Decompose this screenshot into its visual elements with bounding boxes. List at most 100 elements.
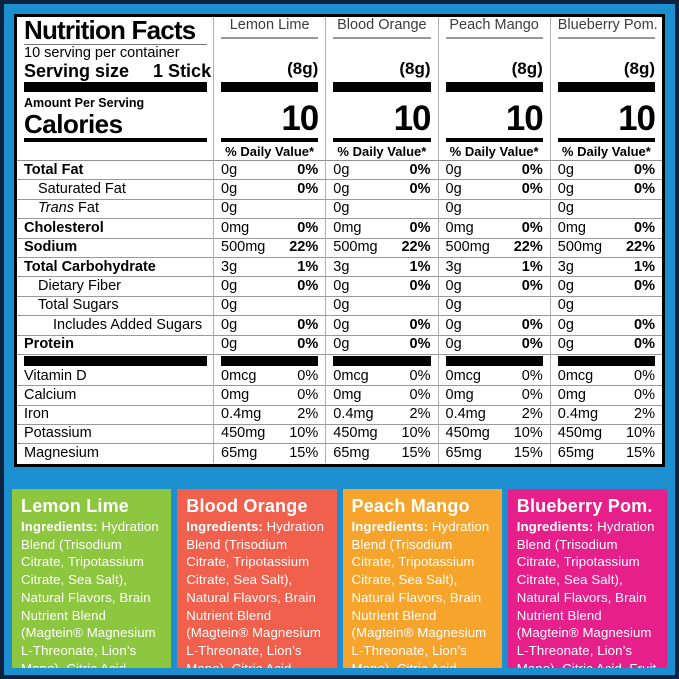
nutrient-row-values: 0mg 0%: [549, 219, 662, 239]
nutrient-row-values: 0mcg 0%: [549, 366, 662, 387]
nutrient-row-values: 500mg 22%: [437, 238, 550, 258]
nutrient-row-values: 0mcg 0%: [213, 366, 326, 387]
daily-value: 0%: [521, 316, 543, 333]
ingredient-box: Peach Mango Ingredients: Hydration Blend …: [342, 489, 502, 668]
amount-value: 0mg: [557, 386, 586, 403]
daily-value-header: % Daily Value*: [549, 143, 662, 161]
nutrient-row-values: 3g 1%: [437, 257, 550, 278]
nutrient-row-values: 3g 1%: [549, 257, 662, 278]
nutrient-label: Saturated Fat: [38, 181, 126, 198]
nutrient-row-label: Dietary Fiber: [17, 277, 213, 297]
nutrient-label: Includes Added Sugars: [53, 316, 203, 333]
nutrient-row-label: Vitamin D: [17, 367, 213, 387]
nutrient-row-values: 0g 0%: [325, 335, 438, 355]
thick-divider-bar: [213, 354, 325, 367]
nutrient-label: Total Sugars: [38, 297, 119, 314]
panel-title: Nutrition Facts: [24, 17, 207, 45]
daily-value: 0%: [634, 386, 655, 403]
divider-bar: [445, 355, 543, 366]
amount-value: 0g: [333, 316, 350, 333]
panel-header: Nutrition Facts 10 serving per container S…: [17, 17, 213, 81]
servings-per-container: 10 serving per container: [24, 45, 180, 61]
daily-value: 0%: [297, 336, 319, 353]
daily-value-header-text: % Daily Value*: [561, 143, 651, 159]
amount-value: 0mcg: [221, 367, 257, 384]
flavor-name: Blood Orange: [333, 17, 431, 39]
daily-value: 0%: [634, 181, 655, 198]
ingredient-box-title: Lemon Lime: [21, 496, 130, 516]
amount-value: 0mcg: [333, 367, 369, 384]
nutrient-row-values: 0g 0%: [325, 316, 438, 336]
amount-value: 0g: [221, 181, 238, 198]
amount-value: 0mg: [445, 219, 474, 236]
amount-value: 0g: [557, 316, 574, 333]
daily-value: 10%: [625, 425, 655, 442]
daily-value: 22%: [513, 239, 543, 256]
daily-value: 15%: [513, 445, 543, 462]
nutrient-row-values: 0g 0%: [213, 335, 326, 355]
ingredient-box-text: Ingredients: Hydration Blend (Trisodium …: [516, 519, 656, 668]
nutrient-row-values: 450mg 10%: [213, 424, 326, 445]
daily-value: 10%: [289, 425, 319, 442]
flavor-name: Blueberry Pom.: [557, 17, 658, 39]
daily-value-header-text: % Daily Value*: [225, 143, 315, 159]
nutrient-row-values: 0g 0%: [549, 335, 662, 355]
amount-value: 450mg: [557, 425, 603, 442]
daily-value-header: % Daily Value*: [213, 143, 326, 161]
nutrient-label: Potassium: [24, 425, 92, 442]
daily-value: 0%: [409, 278, 431, 295]
nutrient-row-values: 0g: [437, 296, 550, 317]
amount-value: 3g: [557, 258, 574, 275]
nutrient-row-values: 0g: [325, 296, 438, 317]
nutrient-row-values: 0mg 0%: [213, 386, 326, 406]
nutrition-facts-grid: Nutrition Facts 10 serving per container S…: [17, 17, 662, 464]
daily-value: 0%: [521, 367, 543, 384]
nutrient-row-values: 0mcg 0%: [437, 366, 550, 387]
divider-bar: [445, 138, 543, 142]
amount-value: 0g: [445, 181, 462, 198]
nutrient-row-values: 0g: [549, 296, 662, 317]
daily-value-header-text: % Daily Value*: [337, 143, 427, 159]
nutrient-row-values: 0.4mg 2%: [325, 405, 438, 425]
daily-value: 15%: [401, 445, 431, 462]
amount-value: 0g: [333, 336, 350, 353]
daily-value-header-text: % Daily Value*: [449, 143, 539, 159]
calories-label: Calories: [24, 109, 123, 137]
nutrient-label: Cholesterol: [24, 219, 104, 236]
amount-per-serving-label: Amount Per Serving: [24, 96, 145, 110]
divider-bar: [557, 355, 655, 366]
serving-weight: (8g): [511, 59, 543, 78]
divider-bar: [557, 82, 655, 92]
nutrient-row-label: Iron: [17, 406, 213, 425]
nutrient-row-label: Total Sugars: [17, 297, 213, 317]
amount-value: 3g: [445, 258, 462, 275]
amount-value: 0g: [557, 336, 574, 353]
amount-value: 0g: [333, 297, 350, 314]
calories-value: 10: [618, 99, 656, 137]
daily-value: 0%: [521, 219, 543, 236]
daily-value: 0%: [521, 336, 543, 353]
daily-value: 0%: [521, 278, 543, 295]
ingredient-box-title: Blueberry Pom.: [516, 496, 653, 516]
amount-value: 0g: [221, 336, 238, 353]
daily-value: 22%: [401, 239, 431, 256]
amount-value: 0.4mg: [557, 406, 599, 423]
amount-value: 0g: [445, 161, 462, 178]
amount-value: 0g: [221, 297, 238, 314]
thick-divider-bar: [325, 81, 437, 93]
nutrient-label: Total Fat: [24, 161, 84, 178]
nutrient-row-values: 0g 0%: [437, 316, 550, 336]
ingredient-box: Blueberry Pom. Ingredients: Hydration Ble…: [507, 489, 667, 668]
daily-value: 2%: [409, 406, 431, 423]
daily-value: 0%: [634, 316, 655, 333]
amount-value: 0g: [445, 278, 462, 295]
nutrient-row-values: 0mg 0%: [437, 219, 550, 239]
nutrient-row-values: 0g 0%: [213, 316, 326, 336]
nutrient-row-values: 0g 0%: [213, 180, 326, 200]
nutrient-row-values: 0g 0%: [325, 161, 438, 181]
amount-value: 0mg: [445, 386, 474, 403]
amount-value: 0mg: [333, 219, 362, 236]
calories-header: Amount Per Serving Calories: [17, 93, 213, 137]
daily-value: 0%: [297, 181, 319, 198]
daily-value: 0%: [409, 367, 431, 384]
